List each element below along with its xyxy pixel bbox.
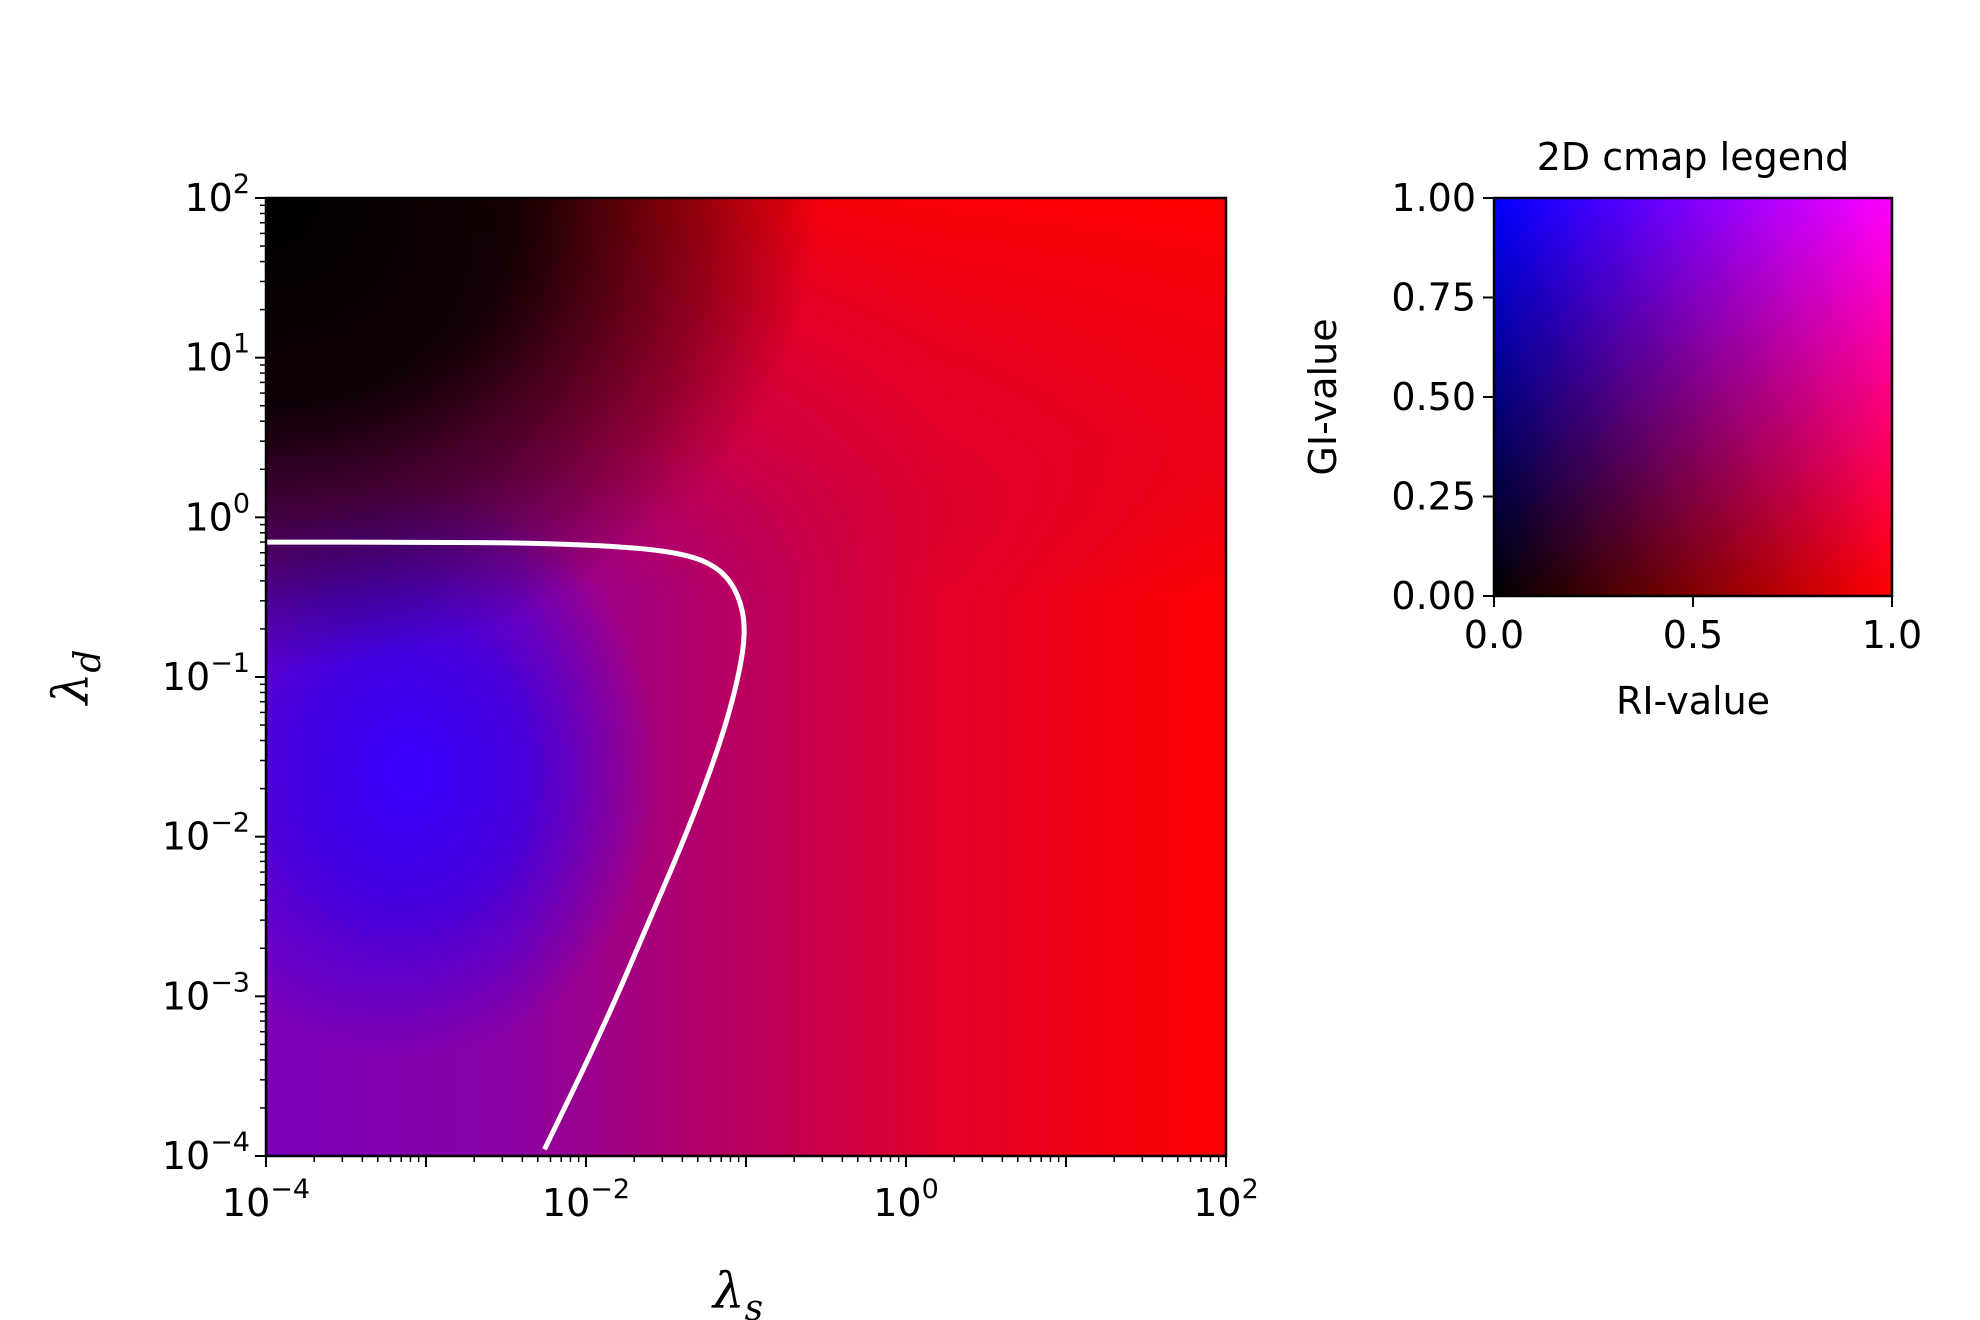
legend-y-tick-label: 1.00 [1391,176,1476,220]
legend-blue-gradient [1494,198,1892,596]
boundary-curve [266,539,747,1151]
y-tick-label: 10−1 [162,648,250,699]
y-tick-label: 101 [184,329,250,380]
legend-y-tick-label: 0.50 [1391,375,1476,419]
legend-y-tick-label: 0.00 [1391,574,1476,618]
heatmap-surface [266,198,1226,1156]
legend-y-tick-label: 0.25 [1391,475,1476,519]
x-tick-label: 102 [1193,1174,1259,1225]
x-tick-label: 100 [873,1174,939,1225]
legend-y-ticks: 0.00 0.25 0.50 0.75 1.00 [1391,176,1494,618]
y-tick-label: 100 [184,488,250,539]
x-tick-label: 10−4 [222,1174,310,1225]
y-axis-label: λd [42,650,109,707]
legend-title: 2D cmap legend [1537,135,1850,179]
legend-x-label: RI-value [1616,679,1770,723]
y-tick-label: 10−3 [162,967,250,1018]
y-axis-ticks: 10−4 10−3 10−2 10−1 100 101 102 [162,169,266,1178]
colormap-legend: 0.0 0.5 1.0 0.00 0.25 0.50 0.75 1.00 2D cmap l… [1301,135,1922,723]
legend-y-label: GI-value [1301,318,1345,475]
legend-x-ticks: 0.0 0.5 1.0 [1464,596,1922,657]
x-tick-label: 10−2 [542,1174,630,1225]
heatmap-dark-region [266,198,1226,1156]
y-tick-label: 10−2 [162,808,250,859]
legend-y-tick-label: 0.75 [1391,276,1476,320]
y-tick-label: 102 [184,169,250,220]
x-axis-label: λs [711,1262,763,1320]
main-heatmap: 10−4 10−2 100 102 10−4 10−3 10−2 10−1 100 101 102… [42,169,1259,1320]
legend-x-tick-label: 0.5 [1663,613,1723,657]
x-axis-ticks: 10−4 10−2 100 102 [222,1156,1259,1225]
legend-x-tick-label: 1.0 [1862,613,1922,657]
legend-x-tick-label: 0.0 [1464,613,1524,657]
y-tick-label: 10−4 [162,1127,250,1178]
